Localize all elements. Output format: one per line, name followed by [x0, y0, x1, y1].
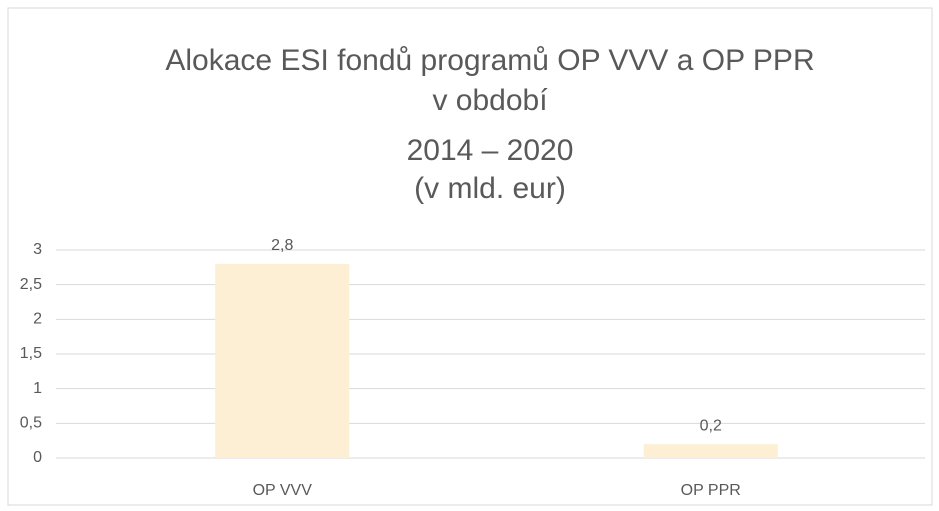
y-tick-label: 2,5 [20, 276, 42, 293]
y-tick-label: 1 [33, 380, 42, 397]
chart-title: Alokace ESI fondů programů OP VVV a OP P… [165, 44, 814, 77]
data-label: 2,8 [271, 237, 293, 254]
y-tick-label: 2 [33, 311, 42, 328]
bar [643, 444, 778, 458]
data-label: 0,2 [700, 417, 722, 434]
y-tick-label: 1,5 [20, 345, 42, 362]
y-tick-label: 0,5 [20, 415, 42, 432]
bar [215, 263, 350, 458]
x-tick-label: OP PPR [681, 482, 741, 499]
y-tick-label: 0 [33, 449, 42, 466]
chart-title: (v mld. eur) [414, 172, 566, 205]
chart-title: 2014 – 2020 [407, 134, 574, 167]
chart-title: v období [432, 84, 548, 117]
chart-border [7, 7, 933, 506]
y-tick-label: 3 [33, 241, 42, 258]
x-tick-label: OP VVV [253, 482, 313, 499]
